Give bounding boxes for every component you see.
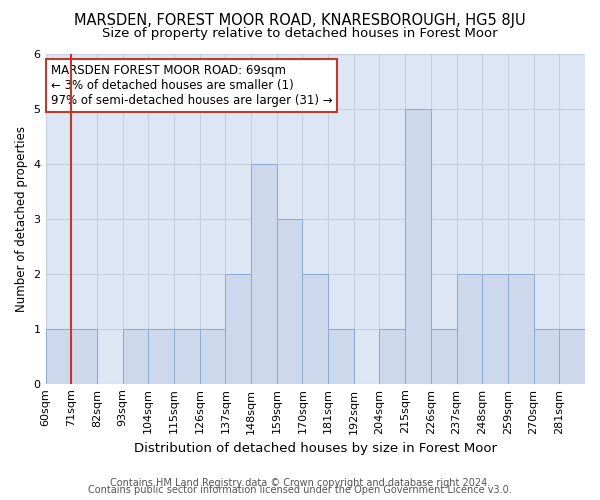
Bar <box>328 328 354 384</box>
Bar <box>405 109 431 384</box>
Bar <box>302 274 328 384</box>
Bar <box>174 328 200 384</box>
Text: MARSDEN FOREST MOOR ROAD: 69sqm
← 3% of detached houses are smaller (1)
97% of s: MARSDEN FOREST MOOR ROAD: 69sqm ← 3% of … <box>51 64 332 107</box>
Bar <box>482 274 508 384</box>
Bar <box>277 219 302 384</box>
Bar <box>251 164 277 384</box>
Bar <box>46 328 71 384</box>
Bar <box>148 328 174 384</box>
Y-axis label: Number of detached properties: Number of detached properties <box>15 126 28 312</box>
Bar <box>533 328 559 384</box>
Bar <box>508 274 533 384</box>
Text: Size of property relative to detached houses in Forest Moor: Size of property relative to detached ho… <box>102 28 498 40</box>
Bar <box>457 274 482 384</box>
Text: Contains HM Land Registry data © Crown copyright and database right 2024.: Contains HM Land Registry data © Crown c… <box>110 478 490 488</box>
Bar <box>200 328 226 384</box>
Bar <box>226 274 251 384</box>
Bar <box>71 328 97 384</box>
Bar <box>379 328 405 384</box>
Bar <box>122 328 148 384</box>
Bar <box>559 328 585 384</box>
Bar <box>431 328 457 384</box>
Text: Contains public sector information licensed under the Open Government Licence v3: Contains public sector information licen… <box>88 485 512 495</box>
X-axis label: Distribution of detached houses by size in Forest Moor: Distribution of detached houses by size … <box>134 442 497 455</box>
Text: MARSDEN, FOREST MOOR ROAD, KNARESBOROUGH, HG5 8JU: MARSDEN, FOREST MOOR ROAD, KNARESBOROUGH… <box>74 12 526 28</box>
